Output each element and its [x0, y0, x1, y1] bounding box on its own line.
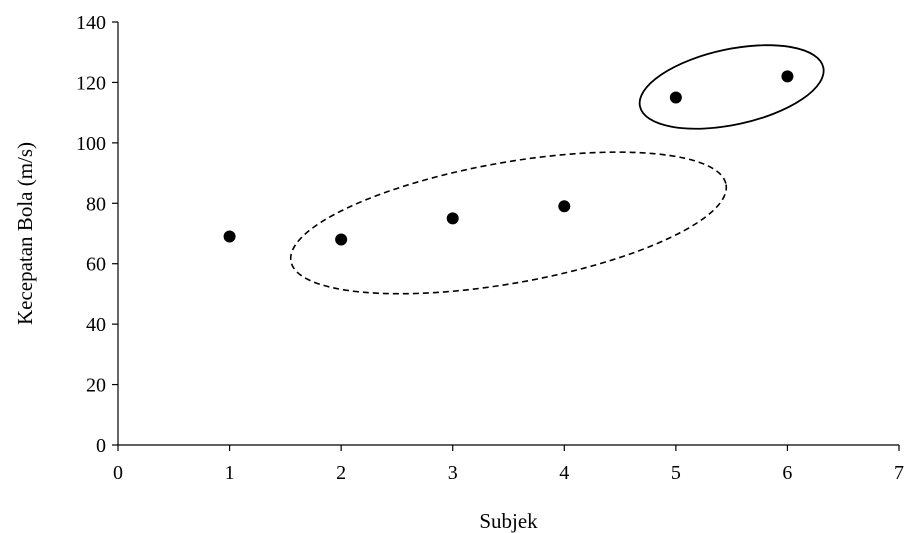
solid-ellipse-annotation — [638, 44, 825, 130]
y-tick-label: 60 — [86, 254, 106, 276]
x-axis-title: Subjek — [479, 509, 538, 533]
y-tick-label: 0 — [96, 435, 106, 457]
annotation-layer — [289, 44, 825, 295]
x-axis-ticks: 0 1 2 3 4 5 6 7 — [113, 445, 904, 484]
x-tick-label: 0 — [113, 462, 123, 484]
y-axis-title: Kecepatan Bola (m/s) — [13, 142, 37, 325]
y-tick-label: 140 — [76, 12, 106, 34]
data-point — [223, 230, 236, 243]
x-tick-label: 6 — [782, 462, 792, 484]
data-point — [669, 91, 682, 104]
x-tick-label: 3 — [448, 462, 458, 484]
y-tick-label: 40 — [86, 314, 106, 336]
data-point — [446, 212, 459, 225]
x-tick-label: 2 — [336, 462, 346, 484]
x-tick-label: 4 — [559, 462, 569, 484]
y-tick-label: 20 — [86, 375, 106, 397]
y-tick-label: 80 — [86, 193, 106, 215]
x-tick-label: 5 — [671, 462, 681, 484]
x-tick-label: 7 — [894, 462, 904, 484]
y-tick-label: 120 — [76, 72, 106, 94]
x-tick-label: 1 — [225, 462, 235, 484]
data-point — [558, 200, 571, 213]
data-point — [781, 70, 794, 83]
data-point — [335, 233, 348, 246]
y-tick-label: 100 — [76, 133, 106, 155]
y-axis-ticks: 0 20 40 60 80 100 120 140 — [76, 12, 118, 457]
dashed-ellipse-annotation — [289, 151, 728, 295]
data-points — [223, 70, 794, 246]
